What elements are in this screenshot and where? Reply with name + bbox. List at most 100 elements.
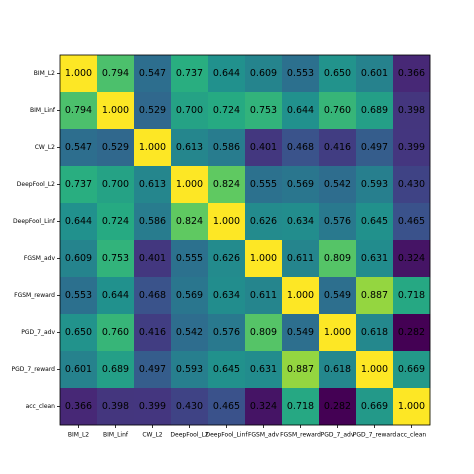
heatmap-cell (282, 314, 320, 352)
heatmap-cell (393, 203, 431, 241)
heatmap-cell (171, 240, 209, 278)
heatmap-cell (319, 55, 357, 93)
y-tick-label: FGSM_adv (24, 255, 56, 262)
heatmap-cell (134, 129, 172, 167)
x-tick-label: CW_L2 (142, 432, 162, 439)
x-tick-label: BIM_Linf (103, 432, 129, 439)
heatmap-cell-labels: 1.000 0.794 0.547 0.737 0.644 0.609 0.553 0.650… (65, 68, 425, 412)
heatmap-cell-value: 0.613 (139, 179, 166, 190)
heatmap-cell-value: 0.593 (176, 364, 203, 375)
heatmap-cell-value: 1.000 (287, 290, 314, 301)
heatmap-cell (282, 55, 320, 93)
heatmap-cell-value: 0.555 (250, 179, 277, 190)
x-tick-label: PGD_7_reward (353, 432, 397, 439)
heatmap-cell-value: 0.724 (213, 105, 240, 116)
x-tick-label: DeepFool_L2 (170, 432, 208, 439)
heatmap-cell (134, 388, 172, 426)
heatmap-cell (393, 277, 431, 315)
heatmap-cell-value: 0.737 (176, 68, 203, 79)
heatmap-cell (171, 129, 209, 167)
heatmap-cell (282, 388, 320, 426)
x-tick-label: PGD_7_adv (321, 432, 355, 439)
heatmap-cell (393, 55, 431, 93)
heatmap-cell (356, 203, 394, 241)
heatmap-cell-value: 0.586 (139, 216, 166, 227)
heatmap-cell (60, 203, 98, 241)
heatmap-cell-value: 0.569 (287, 179, 314, 190)
heatmap-cell (319, 351, 357, 389)
y-tick-label: PGD_7_reward (12, 366, 56, 373)
heatmap-cell (208, 166, 246, 204)
heatmap-cell (356, 314, 394, 352)
heatmap-cell (208, 55, 246, 93)
heatmap-cell (60, 55, 98, 93)
heatmap-cell (282, 166, 320, 204)
heatmap-cell-value: 0.645 (361, 216, 388, 227)
heatmap-cell (60, 92, 98, 130)
heatmap-cell (60, 351, 98, 389)
x-tick-label: acc_clean (397, 432, 427, 439)
heatmap-cell-value: 0.282 (398, 327, 425, 338)
y-tick-label: FGSM_reward (14, 292, 55, 299)
heatmap-cell-value: 0.465 (398, 216, 425, 227)
heatmap-cell-value: 0.611 (250, 290, 277, 301)
y-tick-label: CW_L2 (35, 144, 55, 151)
heatmap-cell (97, 351, 135, 389)
heatmap-cell (60, 314, 98, 352)
heatmap-cell (97, 129, 135, 167)
x-axis: BIM_L2 BIM_Linf CW_L2 DeepFool_L2DeepFool_L… (68, 425, 427, 439)
heatmap-cell (393, 314, 431, 352)
heatmap-cell-value: 0.650 (324, 68, 351, 79)
heatmap-cell (171, 314, 209, 352)
heatmap-cell-value: 0.737 (65, 179, 92, 190)
heatmap-cell (97, 240, 135, 278)
heatmap-cell-value: 0.700 (102, 179, 129, 190)
heatmap-cell (282, 240, 320, 278)
heatmap-cell-value: 0.593 (361, 179, 388, 190)
heatmap-cell (319, 92, 357, 130)
heatmap-cell (393, 166, 431, 204)
y-tick-label: DeepFool_L2 (17, 181, 55, 188)
heatmap-cell (171, 351, 209, 389)
heatmap-cell (134, 166, 172, 204)
heatmap-cell (245, 166, 283, 204)
heatmap-cell-value: 0.497 (139, 364, 166, 375)
heatmap-cell-value: 0.609 (250, 68, 277, 79)
heatmap-cell-value: 0.465 (213, 401, 240, 412)
heatmap-cell (171, 166, 209, 204)
heatmap-cell-value: 0.794 (102, 68, 129, 79)
heatmap-cell (319, 388, 357, 426)
heatmap-cell (245, 314, 283, 352)
heatmap-cell (356, 277, 394, 315)
heatmap-cell-value: 0.416 (324, 142, 351, 153)
heatmap-cell (393, 388, 431, 426)
heatmap-cell-value: 0.645 (213, 364, 240, 375)
heatmap-cell-value: 1.000 (324, 327, 351, 338)
heatmap-cell-value: 0.650 (65, 327, 92, 338)
heatmap-cell-value: 0.700 (176, 105, 203, 116)
heatmap-cell (134, 351, 172, 389)
heatmap-cell-value: 0.631 (250, 364, 277, 375)
heatmap-cell-value: 0.468 (139, 290, 166, 301)
heatmap-cell (393, 129, 431, 167)
heatmap-cell (319, 203, 357, 241)
heatmap-cell-value: 0.542 (324, 179, 351, 190)
heatmap-cell (134, 314, 172, 352)
heatmap-cell (356, 129, 394, 167)
heatmap-cell (282, 129, 320, 167)
heatmap-cell (134, 92, 172, 130)
heatmap-cell-value: 1.000 (102, 105, 129, 116)
heatmap-cell (134, 203, 172, 241)
y-axis: BIM_L2 BIM_Linf CW_L2 DeepFool_L2 DeepFool_L… (12, 70, 60, 410)
heatmap-cell-value: 0.809 (250, 327, 277, 338)
heatmap-cell-value: 0.430 (176, 401, 203, 412)
heatmap-cell-value: 0.626 (213, 253, 240, 264)
heatmap-cell (245, 240, 283, 278)
heatmap-cell-value: 0.398 (398, 105, 425, 116)
heatmap-cell (319, 166, 357, 204)
heatmap-cell-value: 0.634 (213, 290, 240, 301)
heatmap-cell-value: 1.000 (176, 179, 203, 190)
y-tick-label: PGD_7_adv (21, 329, 55, 336)
heatmap-cell (319, 277, 357, 315)
